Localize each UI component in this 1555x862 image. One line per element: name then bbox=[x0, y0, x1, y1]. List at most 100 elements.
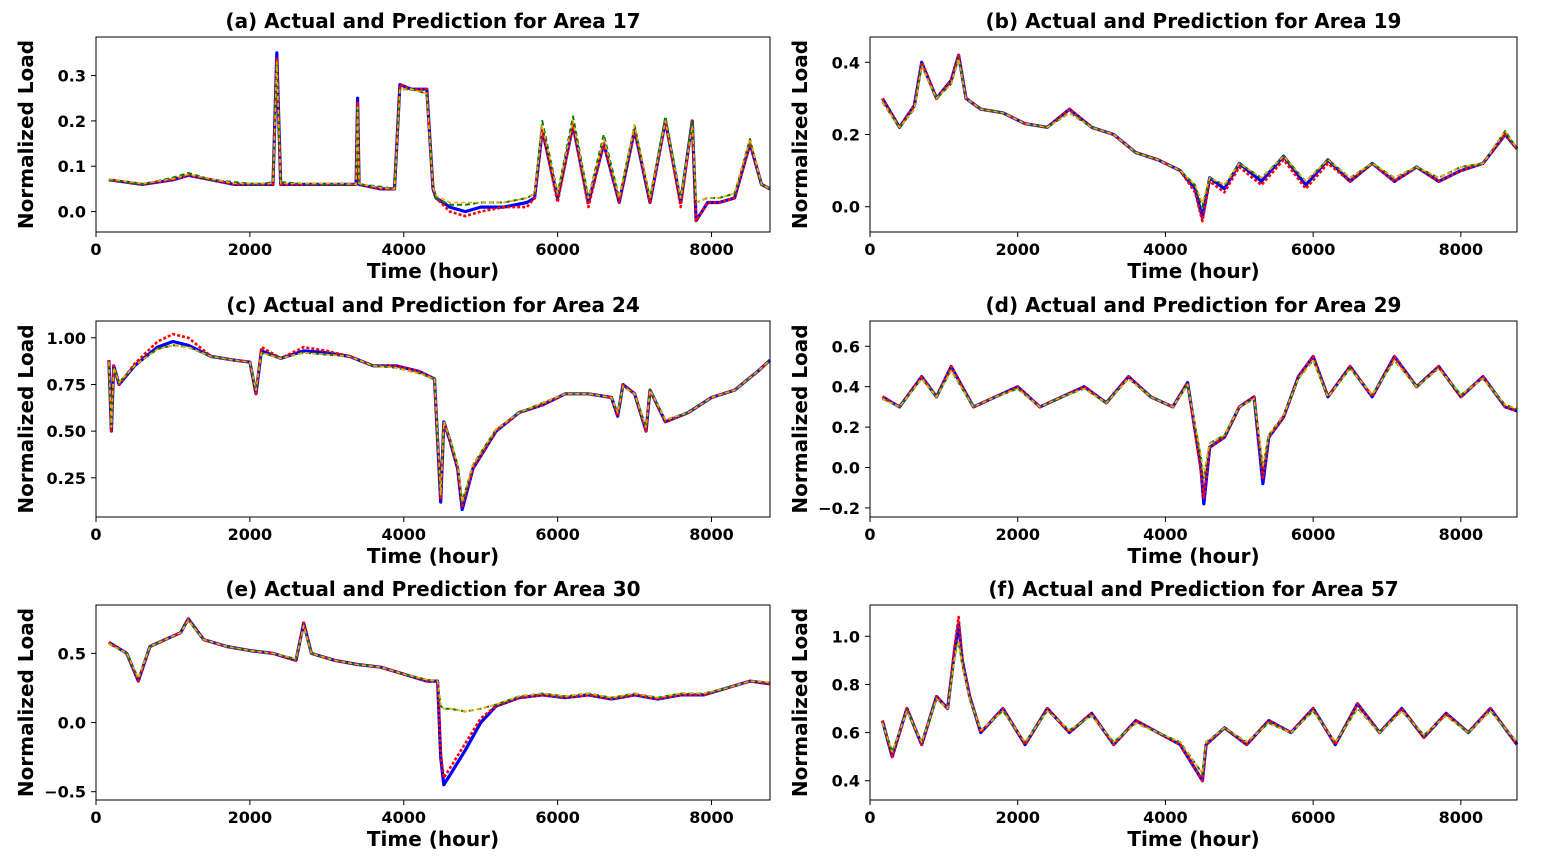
x-tick-label: 6000 bbox=[1291, 240, 1336, 259]
y-tick-label: 0.8 bbox=[832, 675, 860, 694]
x-tick-label: 0 bbox=[864, 525, 875, 544]
x-axis-label: Time (hour) bbox=[367, 259, 499, 283]
series-line-3 bbox=[882, 359, 1518, 477]
series-line-1 bbox=[108, 56, 771, 222]
x-tick-label: 6000 bbox=[1291, 808, 1336, 827]
x-tick-label: 0 bbox=[864, 240, 875, 259]
y-tick-label: 1.00 bbox=[47, 329, 86, 348]
series-line-0 bbox=[881, 354, 1518, 506]
series-line-1 bbox=[881, 615, 1519, 783]
y-tick-label: 0.0 bbox=[832, 198, 860, 217]
series-line-1 bbox=[881, 355, 1518, 500]
x-tick-label: 8000 bbox=[1439, 525, 1484, 544]
y-tick-label: 0.5 bbox=[58, 644, 86, 663]
x-tick-label: 6000 bbox=[535, 808, 580, 827]
x-tick-label: 2000 bbox=[228, 525, 273, 544]
x-tick-label: 8000 bbox=[1439, 808, 1484, 827]
y-tick-label: 0.2 bbox=[832, 418, 860, 437]
y-axis-label: Normalized Load bbox=[14, 324, 38, 513]
subplot-title: (d) Actual and Prediction for Area 29 bbox=[986, 293, 1402, 317]
series-line-0 bbox=[880, 622, 1519, 783]
series-line-2 bbox=[881, 640, 1518, 775]
series-line-2 bbox=[881, 57, 1518, 208]
axes-frame bbox=[869, 320, 1518, 518]
x-tick-label: 8000 bbox=[689, 808, 734, 827]
x-tick-label: 4000 bbox=[1143, 240, 1188, 259]
x-tick-label: 0 bbox=[90, 240, 101, 259]
series-line-3 bbox=[108, 619, 771, 713]
series-line-0 bbox=[881, 53, 1519, 220]
x-tick-label: 4000 bbox=[381, 240, 426, 259]
series-line-3 bbox=[108, 61, 771, 204]
x-axis-label: Time (hour) bbox=[367, 544, 499, 568]
y-tick-label: 1.0 bbox=[832, 627, 860, 646]
y-tick-label: 0.4 bbox=[832, 378, 860, 397]
axes-frame bbox=[95, 604, 771, 801]
y-axis-label: Normalized Load bbox=[788, 608, 812, 797]
series-line-3 bbox=[108, 344, 771, 503]
series-line-0 bbox=[108, 51, 771, 223]
x-tick-label: 4000 bbox=[1143, 808, 1188, 827]
x-tick-label: 6000 bbox=[535, 240, 580, 259]
subplot-0: (a) Actual and Prediction for Area 17 0 20… bbox=[14, 9, 771, 283]
axes-frame bbox=[95, 320, 771, 518]
x-tick-label: 4000 bbox=[1143, 525, 1188, 544]
x-tick-label: 8000 bbox=[689, 525, 734, 544]
y-tick-label: 0.0 bbox=[58, 203, 86, 222]
y-tick-label: 0.4 bbox=[832, 53, 860, 72]
x-tick-label: 2000 bbox=[228, 808, 273, 827]
subplot-title: (e) Actual and Prediction for Area 30 bbox=[225, 577, 640, 601]
series-line-3 bbox=[881, 640, 1518, 775]
subplot-2: (c) Actual and Prediction for Area 24 0 20… bbox=[14, 293, 772, 568]
subplot-1: (b) Actual and Prediction for Area 19 0 20… bbox=[788, 9, 1519, 283]
y-tick-label: 0.0 bbox=[832, 458, 860, 477]
y-tick-label: 0.2 bbox=[832, 126, 860, 145]
y-tick-label: 0.3 bbox=[58, 67, 86, 86]
y-tick-label: 0.25 bbox=[47, 469, 86, 488]
x-tick-label: 6000 bbox=[1291, 525, 1336, 544]
x-tick-label: 6000 bbox=[535, 525, 580, 544]
x-tick-label: 0 bbox=[90, 808, 101, 827]
x-axis-label: Time (hour) bbox=[1127, 544, 1259, 568]
y-tick-label: −0.5 bbox=[44, 783, 86, 802]
subplot-title: (f) Actual and Prediction for Area 57 bbox=[988, 577, 1398, 601]
x-tick-label: 8000 bbox=[1439, 240, 1484, 259]
x-tick-label: 2000 bbox=[995, 525, 1040, 544]
y-tick-label: 0.50 bbox=[47, 422, 86, 441]
x-tick-label: 2000 bbox=[228, 240, 273, 259]
subplot-title: (b) Actual and Prediction for Area 19 bbox=[986, 9, 1402, 33]
y-axis-label: Normalized Load bbox=[14, 40, 38, 229]
subplot-title: (c) Actual and Prediction for Area 24 bbox=[226, 293, 640, 317]
x-axis-label: Time (hour) bbox=[367, 827, 499, 851]
x-tick-label: 0 bbox=[90, 525, 101, 544]
y-axis-label: Normalized Load bbox=[788, 324, 812, 513]
x-axis-label: Time (hour) bbox=[1127, 259, 1259, 283]
y-tick-label: 0.4 bbox=[832, 772, 860, 791]
subplot-3: (d) Actual and Prediction for Area 29 0 20… bbox=[788, 293, 1518, 568]
x-tick-label: 4000 bbox=[381, 525, 426, 544]
y-tick-label: −0.2 bbox=[818, 499, 860, 518]
x-tick-label: 2000 bbox=[995, 808, 1040, 827]
y-tick-label: 0.2 bbox=[58, 112, 86, 131]
subplot-5: (f) Actual and Prediction for Area 57 0 20… bbox=[788, 577, 1519, 851]
y-tick-label: 0.0 bbox=[58, 714, 86, 733]
x-axis-label: Time (hour) bbox=[1127, 827, 1259, 851]
x-tick-label: 4000 bbox=[381, 808, 426, 827]
y-axis-label: Normalized Load bbox=[14, 608, 38, 797]
y-tick-label: 0.75 bbox=[47, 375, 86, 394]
subplot-title: (a) Actual and Prediction for Area 17 bbox=[225, 9, 640, 33]
axes-frame bbox=[869, 604, 1518, 801]
x-tick-label: 0 bbox=[864, 808, 875, 827]
x-tick-label: 2000 bbox=[995, 240, 1040, 259]
axes-frame bbox=[95, 36, 771, 233]
axes-frame bbox=[869, 36, 1518, 233]
subplot-4: (e) Actual and Prediction for Area 30 0 20… bbox=[14, 577, 771, 851]
y-axis-label: Normalized Load bbox=[788, 40, 812, 229]
y-tick-label: 0.6 bbox=[832, 337, 860, 356]
series-line-2 bbox=[108, 60, 771, 206]
series-line-3 bbox=[881, 57, 1518, 204]
x-tick-label: 8000 bbox=[689, 240, 734, 259]
y-tick-label: 0.6 bbox=[832, 724, 860, 743]
series-line-1 bbox=[881, 53, 1519, 223]
